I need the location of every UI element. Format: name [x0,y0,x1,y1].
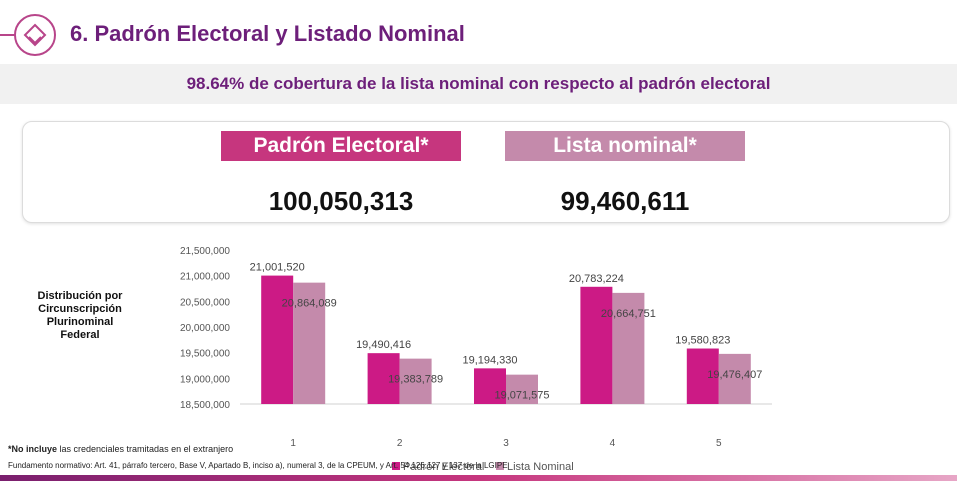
x-tick-label: 4 [610,438,616,449]
exclusion-note-text: las credenciales tramitadas en el extran… [57,444,234,454]
x-tick-label: 3 [503,438,509,449]
data-label-padron: 19,580,823 [675,335,730,347]
x-tick-label: 1 [290,438,296,449]
y-tick-label: 21,000,000 [180,272,230,283]
data-label-lista: 20,864,089 [282,298,337,310]
legend-swatch [392,462,400,470]
y-tick-label: 19,500,000 [180,349,230,360]
padron-value: 100,050,313 [268,186,414,216]
bar-chart: 18,500,000 19,000,000 19,500,000 20,000,000… [180,246,772,473]
data-label-lista: 20,664,751 [601,308,656,320]
logo-line [0,34,16,36]
legend-label: Padrón Electoral [403,461,484,473]
lista-label: Lista nominal* [505,131,745,161]
bar-padron [580,286,613,404]
data-label-padron: 19,194,330 [462,354,517,366]
summary-card [22,121,950,223]
page-subtitle: 98.64% de cobertura de la lista nominal … [186,74,771,93]
bar-padron [474,368,506,404]
data-label-padron: 19,490,416 [356,339,411,351]
bar-lista [612,292,645,404]
subtitle-band [0,64,957,104]
bar-lista [718,353,751,404]
y-tick-label: 20,000,000 [180,323,230,334]
data-label-lista: 19,476,407 [707,369,762,381]
bar-lista [399,358,432,404]
padron-label: Padrón Electoral* [221,131,461,161]
exclusion-note: *No incluye las credenciales tramitadas … [8,444,233,454]
legend-label: Lista Nominal [507,461,574,473]
diamond-logo-icon [14,14,56,56]
x-tick-label: 2 [397,438,403,449]
data-label-padron: 20,783,224 [569,273,624,285]
data-label-lista: 19,071,575 [494,390,549,402]
data-label-lista: 19,383,789 [388,374,443,386]
bar-padron [686,348,719,404]
y-tick-label: 18,500,000 [180,400,230,411]
chart-side-label: Distribución por Circunscripción Plurino… [37,290,123,341]
data-label-padron: 21,001,520 [250,262,305,274]
y-tick-label: 21,500,000 [180,246,230,257]
legend-swatch [496,462,504,470]
page-title: 6. Padrón Electoral y Listado Nominal [70,21,465,46]
bar-lista [506,374,538,404]
bar-padron [261,275,294,404]
y-tick-label: 20,500,000 [180,297,230,308]
x-tick-label: 5 [716,438,722,449]
bar-lista [293,282,326,404]
legal-basis-note: Fundamento normativo: Art. 41, párrafo t… [8,461,508,470]
lista-value: 99,460,611 [560,186,690,216]
bottom-bar [0,475,957,481]
bar-padron [367,353,400,404]
exclusion-note-bold: *No incluye [8,444,58,454]
y-tick-label: 19,000,000 [180,374,230,385]
